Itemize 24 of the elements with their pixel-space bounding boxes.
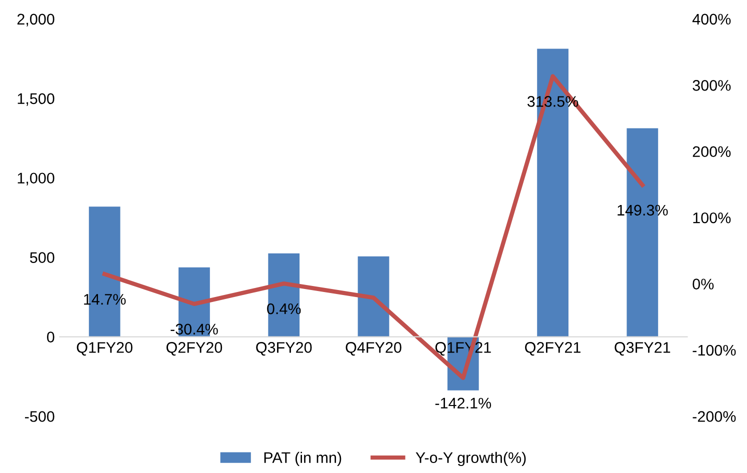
y-tick-label: 500	[30, 252, 54, 263]
y2-tick-label: 400%	[692, 14, 731, 25]
y-tick-label: 1,500	[18, 93, 54, 106]
x-tick-label: Q2FY20	[166, 342, 222, 356]
data-label: -142.1%	[435, 398, 492, 409]
y2-tick-label: -100%	[692, 344, 736, 356]
y-tick-label: 0	[47, 332, 54, 342]
y2-tick-label: 100%	[693, 212, 731, 224]
x-tick-label: Q4FY20	[346, 342, 402, 356]
y2-tick-label: 0%	[692, 278, 714, 290]
legend-label: PAT (in mn)	[264, 452, 342, 466]
x-tick-label: Q1FY20	[76, 342, 132, 356]
x-tick-label: Q3FY20	[256, 342, 312, 356]
y2-tick-label: 300%	[692, 80, 731, 91]
y-tick-label: -500	[25, 411, 54, 422]
bar	[268, 253, 300, 337]
legend-label: Y-o-Y growth(%)	[416, 452, 526, 466]
y2-tick-label: 200%	[692, 146, 731, 158]
y2-tick-label: -200%	[692, 411, 736, 422]
x-tick-label: Q3FY21	[614, 342, 670, 356]
x-tick-label: Q2FY21	[525, 342, 580, 356]
bar	[358, 256, 390, 337]
y-tick-label: 1,000	[18, 172, 54, 186]
y-tick-label: 2,000	[17, 14, 54, 26]
